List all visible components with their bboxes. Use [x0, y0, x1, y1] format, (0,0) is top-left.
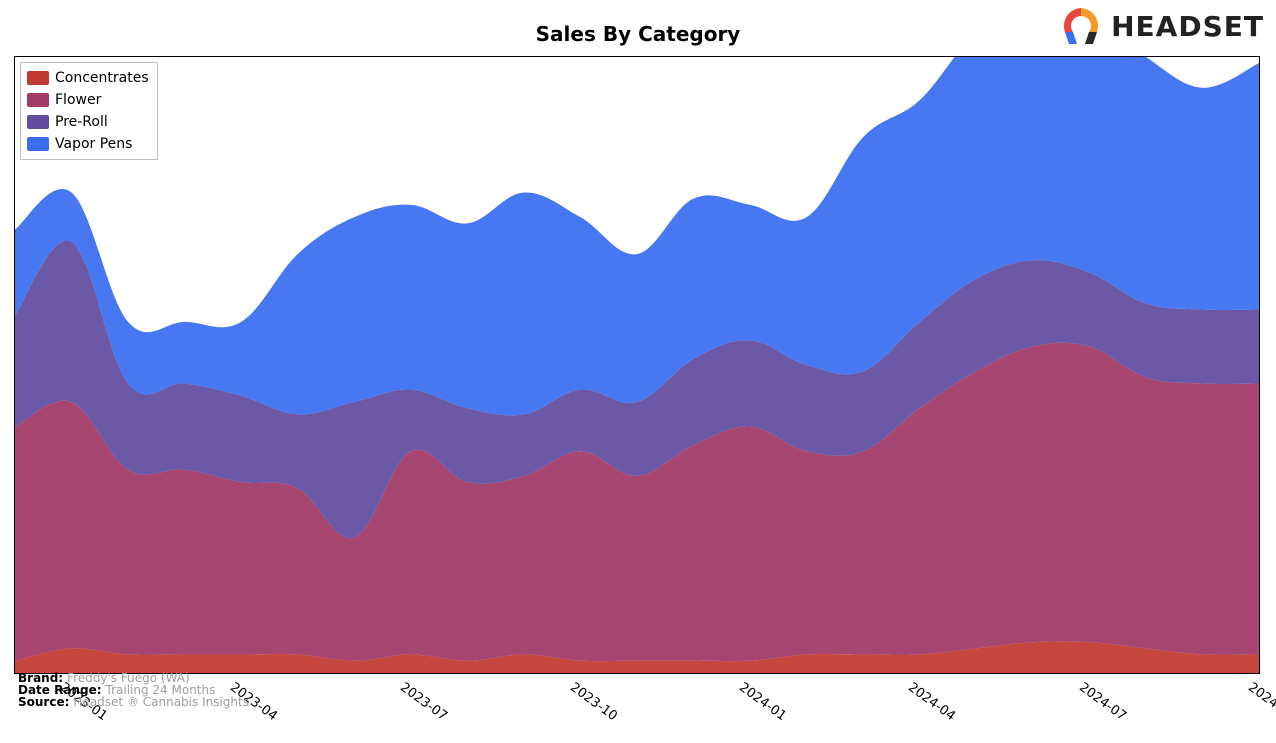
- legend-swatch: [27, 137, 49, 151]
- legend-item-vapor-pens: Vapor Pens: [27, 133, 149, 155]
- headset-logo-icon: [1059, 4, 1103, 48]
- legend: Concentrates Flower Pre-Roll Vapor Pens: [20, 62, 158, 160]
- x-tick-label: 2024-10: [1245, 680, 1276, 724]
- x-tick-label: 2024-07: [1076, 680, 1129, 724]
- plot-area: [14, 56, 1260, 674]
- legend-item-pre-roll: Pre-Roll: [27, 111, 149, 133]
- legend-swatch: [27, 115, 49, 129]
- chart-container: Sales By Category HEADSET ConcentratesFl…: [0, 0, 1276, 743]
- legend-swatch: [27, 71, 49, 85]
- x-tick-label: 2024-01: [736, 680, 789, 724]
- brand-logo-text: HEADSET: [1111, 10, 1264, 43]
- legend-label: Pre-Roll: [55, 114, 108, 130]
- stacked-area-svg: [15, 57, 1259, 673]
- legend-swatch: [27, 93, 49, 107]
- footer-source-label: Source:: [18, 696, 69, 708]
- footer-source-value: Headset ® Cannabis Insights: [73, 696, 249, 708]
- x-tick-label: 2024-04: [906, 680, 959, 724]
- legend-label: Concentrates: [55, 70, 149, 86]
- legend-label: Vapor Pens: [55, 136, 132, 152]
- x-tick-label: 2023-10: [567, 680, 620, 724]
- legend-item-concentrates: Concentrates: [27, 67, 149, 89]
- legend-label: Flower: [55, 92, 101, 108]
- legend-item-flower: Flower: [27, 89, 149, 111]
- brand-logo: HEADSET: [1059, 4, 1264, 48]
- footer-source: Source: Headset ® Cannabis Insights: [18, 696, 249, 708]
- x-tick-label: 2023-07: [397, 680, 450, 724]
- chart-footer: Brand: Freddy's Fuego (WA) Date Range: T…: [18, 672, 249, 708]
